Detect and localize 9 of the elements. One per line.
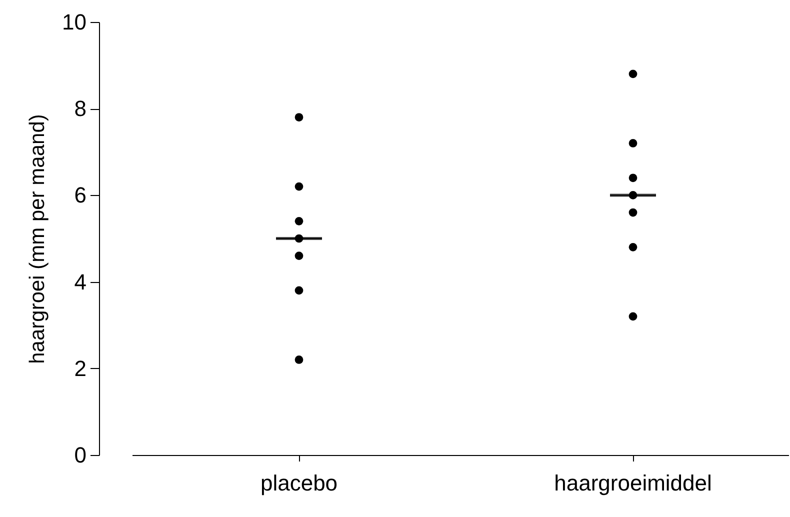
x-tick-label: placebo xyxy=(260,470,338,496)
y-axis-title: haargroei (mm per maand) xyxy=(26,114,50,364)
y-tick-label: 4 xyxy=(74,269,86,294)
x-tick-label: haargroeimiddel xyxy=(554,470,712,496)
y-tick-label: 0 xyxy=(74,442,86,468)
y-tick-label: 6 xyxy=(74,182,86,208)
y-tick-label: 10 xyxy=(62,10,86,34)
y-tick-label: 2 xyxy=(74,356,86,381)
y-tick-label: 8 xyxy=(74,96,86,122)
